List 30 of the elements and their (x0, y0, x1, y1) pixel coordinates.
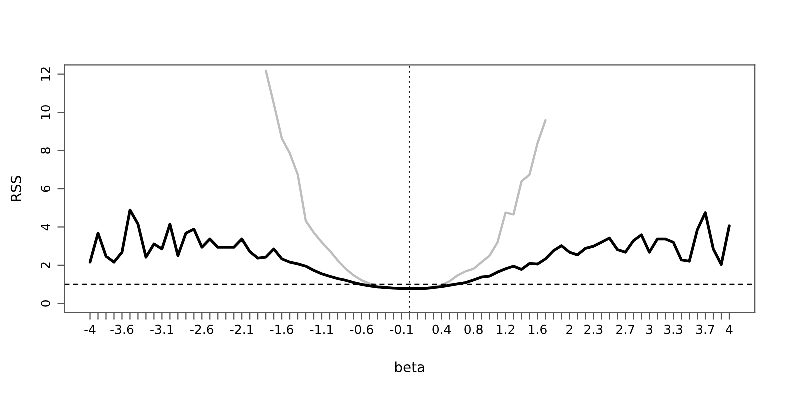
x-tick-label: -0.1 (390, 324, 413, 334)
y-tick-label: 0 (41, 300, 50, 307)
y-tick-label: 8 (41, 148, 50, 154)
x-tick-label: -3.1 (150, 324, 174, 334)
y-tick-label: 2 (41, 262, 50, 269)
line-series (264, 70, 547, 290)
x-tick-label: 0.4 (432, 324, 452, 334)
y-axis-title: RSS (10, 176, 22, 202)
x-tick-label: -4 (84, 325, 96, 334)
x-tick-label: -0.6 (350, 324, 374, 334)
x-tick-label: 4 (726, 325, 733, 334)
x-tick-label: 3.7 (696, 324, 714, 334)
x-axis-title: beta (395, 362, 424, 372)
x-tick-label: 1.6 (529, 324, 547, 334)
y-tick-label: 4 (41, 224, 50, 231)
y-tick-label: 6 (41, 186, 50, 192)
x-tick-label: 2.7 (616, 324, 634, 334)
x-tick-label: 2.3 (584, 324, 603, 334)
x-tick-label: -1.1 (310, 325, 334, 334)
x-tick-label: 0.8 (464, 324, 483, 334)
x-tick-label: -2.6 (190, 324, 214, 334)
y-tick-label: 12 (41, 68, 50, 81)
y-tick-label: 10 (41, 105, 50, 120)
x-tick-label: -3.6 (110, 324, 134, 334)
x-tick-label: -2.1 (230, 324, 254, 334)
x-tick-label: -1.6 (270, 324, 294, 334)
x-tick-label: 1.2 (497, 324, 514, 334)
x-tick-label: 3 (646, 324, 653, 334)
x-tick-label: 2 (566, 324, 572, 334)
x-tick-label: 3.3 (664, 324, 683, 334)
